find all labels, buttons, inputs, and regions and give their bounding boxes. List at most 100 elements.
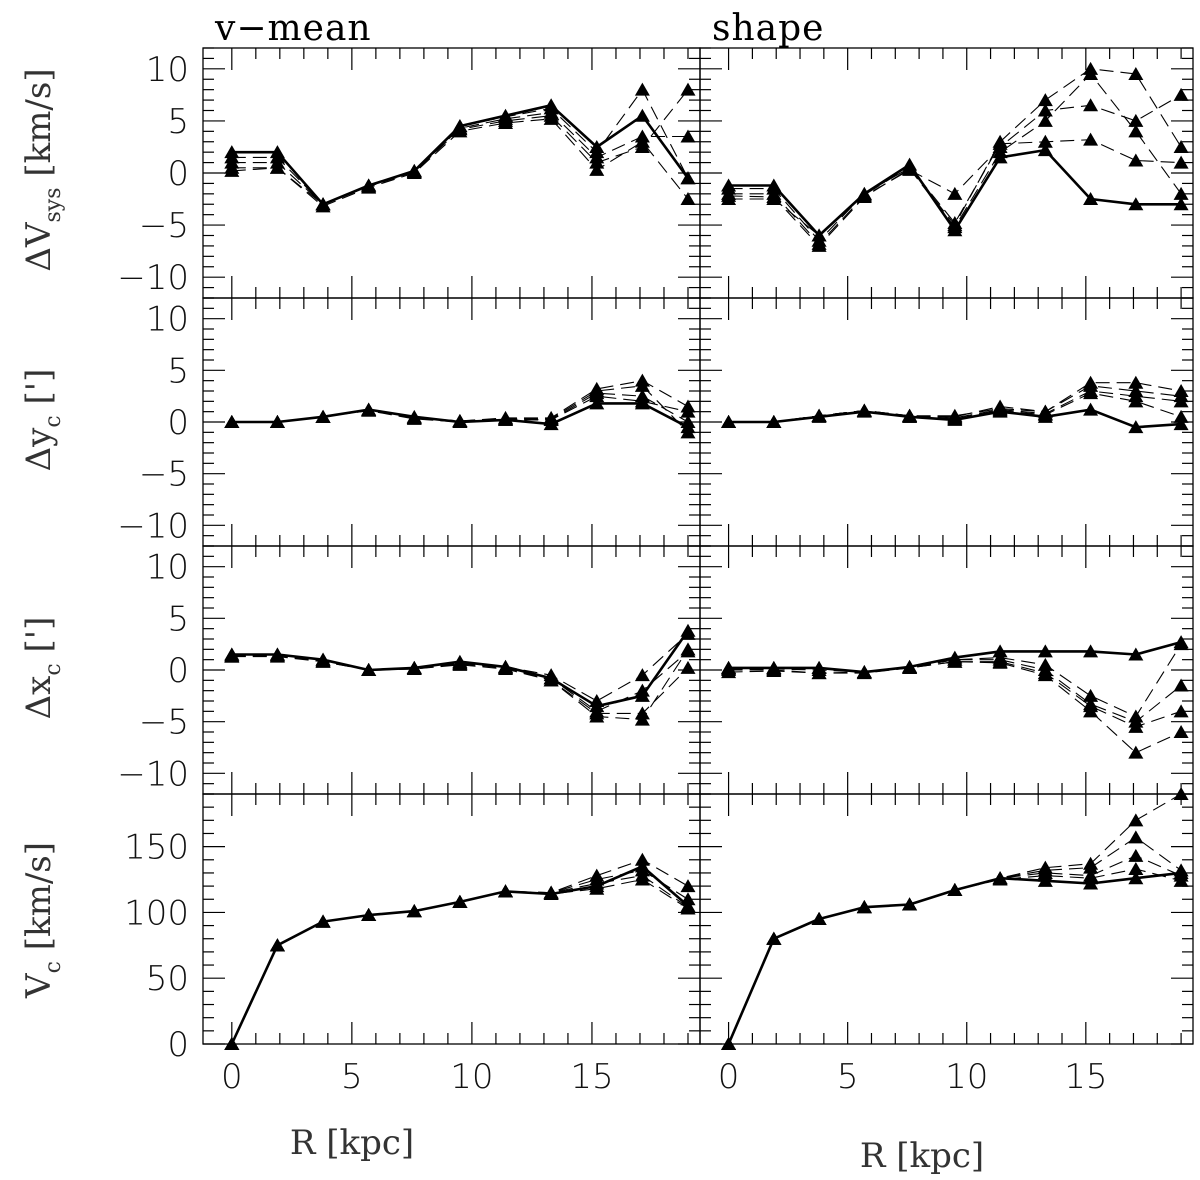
solid-point bbox=[811, 660, 827, 674]
dashed-point bbox=[721, 192, 737, 206]
solid-point bbox=[361, 178, 377, 192]
dashed-point bbox=[680, 879, 696, 893]
dashed-point bbox=[1173, 186, 1189, 200]
dashed-point bbox=[634, 134, 650, 148]
solid-point bbox=[902, 157, 918, 171]
solid-point bbox=[721, 178, 737, 192]
dashed-point bbox=[589, 709, 605, 723]
x-axis-label-left: R [kpc] bbox=[290, 1123, 414, 1163]
solid-point bbox=[680, 171, 696, 185]
solid-point bbox=[498, 659, 514, 673]
y-tick-label: 0 bbox=[167, 1025, 189, 1065]
solid-point bbox=[811, 228, 827, 242]
solid-point bbox=[721, 415, 737, 428]
solid-point bbox=[361, 908, 377, 922]
solid-point bbox=[1173, 197, 1189, 211]
y-tick-label: 0 bbox=[167, 403, 189, 443]
dashed-point bbox=[1128, 124, 1144, 138]
panel-5: −10 −5 0 5 10 bbox=[117, 545, 701, 795]
dashed-point bbox=[680, 642, 696, 656]
solid-point bbox=[1083, 192, 1099, 206]
y-tick-label: 5 bbox=[167, 102, 189, 142]
solid-point bbox=[1128, 871, 1144, 885]
solid-point bbox=[1128, 647, 1144, 661]
solid-point bbox=[315, 409, 331, 423]
dashed-point bbox=[269, 160, 285, 174]
solid-point bbox=[543, 671, 559, 685]
solid-series bbox=[727, 871, 1182, 1045]
dashed-point bbox=[1128, 830, 1144, 844]
panel-frame bbox=[202, 793, 701, 1045]
dashed-point bbox=[589, 155, 605, 169]
dashed-point bbox=[1037, 103, 1053, 117]
solid-point bbox=[634, 859, 650, 873]
dashed-point bbox=[498, 116, 514, 129]
y-tick-label: −10 bbox=[117, 754, 189, 794]
solid-point bbox=[406, 409, 422, 423]
dashed-point bbox=[1128, 719, 1144, 733]
solid-point bbox=[361, 663, 377, 676]
solid-point bbox=[406, 904, 422, 918]
solid-point bbox=[947, 650, 963, 664]
y-tick-label: 5 bbox=[167, 599, 189, 639]
panel-7: 0 50 100 150 0 5 10 15 bbox=[124, 793, 701, 1097]
solid-point bbox=[1037, 143, 1053, 157]
solid-point bbox=[634, 396, 650, 410]
title-v-mean: v−mean bbox=[214, 8, 372, 49]
dashed-point bbox=[1173, 787, 1189, 800]
solid-point bbox=[315, 197, 331, 211]
solid-point bbox=[498, 884, 514, 898]
panel-1: −10 −5 0 5 10 bbox=[117, 47, 701, 299]
solid-point bbox=[947, 223, 963, 237]
dashed-series-4 bbox=[728, 661, 1182, 754]
dashed-series-2 bbox=[231, 112, 688, 205]
solid-point bbox=[766, 660, 782, 674]
solid-point bbox=[1128, 420, 1144, 434]
solid-point bbox=[680, 420, 696, 434]
solid-point bbox=[680, 898, 696, 912]
dashed-point bbox=[634, 82, 650, 96]
dashed-point bbox=[589, 162, 605, 176]
dashed-point bbox=[947, 186, 963, 200]
solid-point bbox=[721, 660, 737, 674]
dashed-series-4 bbox=[728, 139, 1182, 237]
solid-point bbox=[902, 409, 918, 423]
solid-point bbox=[992, 150, 1008, 164]
solid-point bbox=[856, 665, 872, 679]
dashed-point bbox=[634, 668, 650, 682]
solid-point bbox=[1083, 402, 1099, 416]
panel-frame bbox=[699, 47, 1194, 299]
dashed-point bbox=[1083, 67, 1099, 81]
solid-point bbox=[902, 659, 918, 673]
dashed-series-1 bbox=[728, 793, 1182, 1045]
dashed-point bbox=[634, 872, 650, 886]
solid-point bbox=[543, 417, 559, 431]
solid-point bbox=[680, 623, 696, 637]
panel-frame bbox=[699, 793, 1194, 1045]
x-tick-label: 0 bbox=[221, 1057, 243, 1097]
dashed-point bbox=[1128, 813, 1144, 827]
solid-point bbox=[452, 415, 468, 428]
solid-point bbox=[269, 647, 285, 661]
solid-point bbox=[1083, 876, 1099, 890]
y-tick-label: −5 bbox=[139, 703, 189, 743]
dashed-point bbox=[1083, 386, 1099, 400]
solid-point bbox=[224, 1037, 240, 1050]
dashed-point bbox=[1128, 153, 1144, 167]
dashed-point bbox=[1173, 678, 1189, 692]
solid-point bbox=[315, 914, 331, 928]
solid-point bbox=[1173, 417, 1189, 431]
dashed-point bbox=[680, 129, 696, 143]
solid-point bbox=[224, 647, 240, 661]
dashed-point bbox=[1083, 688, 1099, 702]
solid-point bbox=[498, 412, 514, 426]
solid-point bbox=[1173, 635, 1189, 649]
solid-point bbox=[406, 163, 422, 177]
dashed-series-3 bbox=[728, 661, 1182, 728]
dashed-point bbox=[543, 111, 559, 125]
y-tick-label: 150 bbox=[124, 828, 189, 868]
y-tick-label: −5 bbox=[139, 455, 189, 495]
x-tick-label: 15 bbox=[1064, 1057, 1107, 1097]
dashed-series-1 bbox=[728, 68, 1182, 242]
